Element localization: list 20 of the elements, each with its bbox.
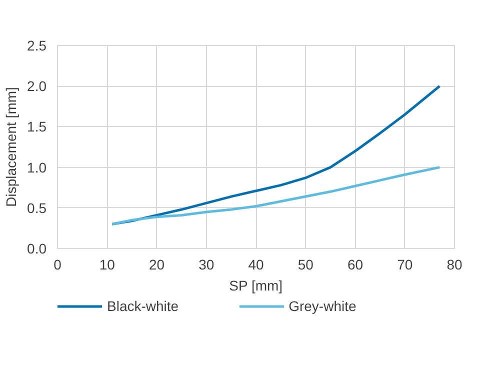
x-tick-label: 20 xyxy=(148,256,165,272)
y-tick-label: 1.0 xyxy=(27,159,47,176)
x-tick-label: 60 xyxy=(347,256,364,272)
x-tick-label: 50 xyxy=(298,256,314,272)
x-tick-label: 80 xyxy=(446,256,462,272)
x-tick-label: 40 xyxy=(248,256,264,272)
x-tick-label: 10 xyxy=(99,256,116,272)
x-tick-label: 30 xyxy=(198,256,214,272)
line-series xyxy=(110,166,441,226)
x-axis-title: SP [mm] xyxy=(229,278,283,294)
y-tick-label: 0.5 xyxy=(27,200,47,216)
y-tick-label: 0.0 xyxy=(27,240,47,256)
x-tick-label: 70 xyxy=(397,256,413,272)
y-axis-title: Displacement [mm] xyxy=(3,87,20,207)
y-tick-label: 2.5 xyxy=(27,38,47,54)
y-tick-label: 2.0 xyxy=(27,78,47,94)
x-tick-label: 0 xyxy=(54,256,62,272)
legend-label: Grey-white xyxy=(288,298,356,314)
legend-label: Black-white xyxy=(107,298,179,314)
y-tick-label: 1.5 xyxy=(27,118,47,135)
